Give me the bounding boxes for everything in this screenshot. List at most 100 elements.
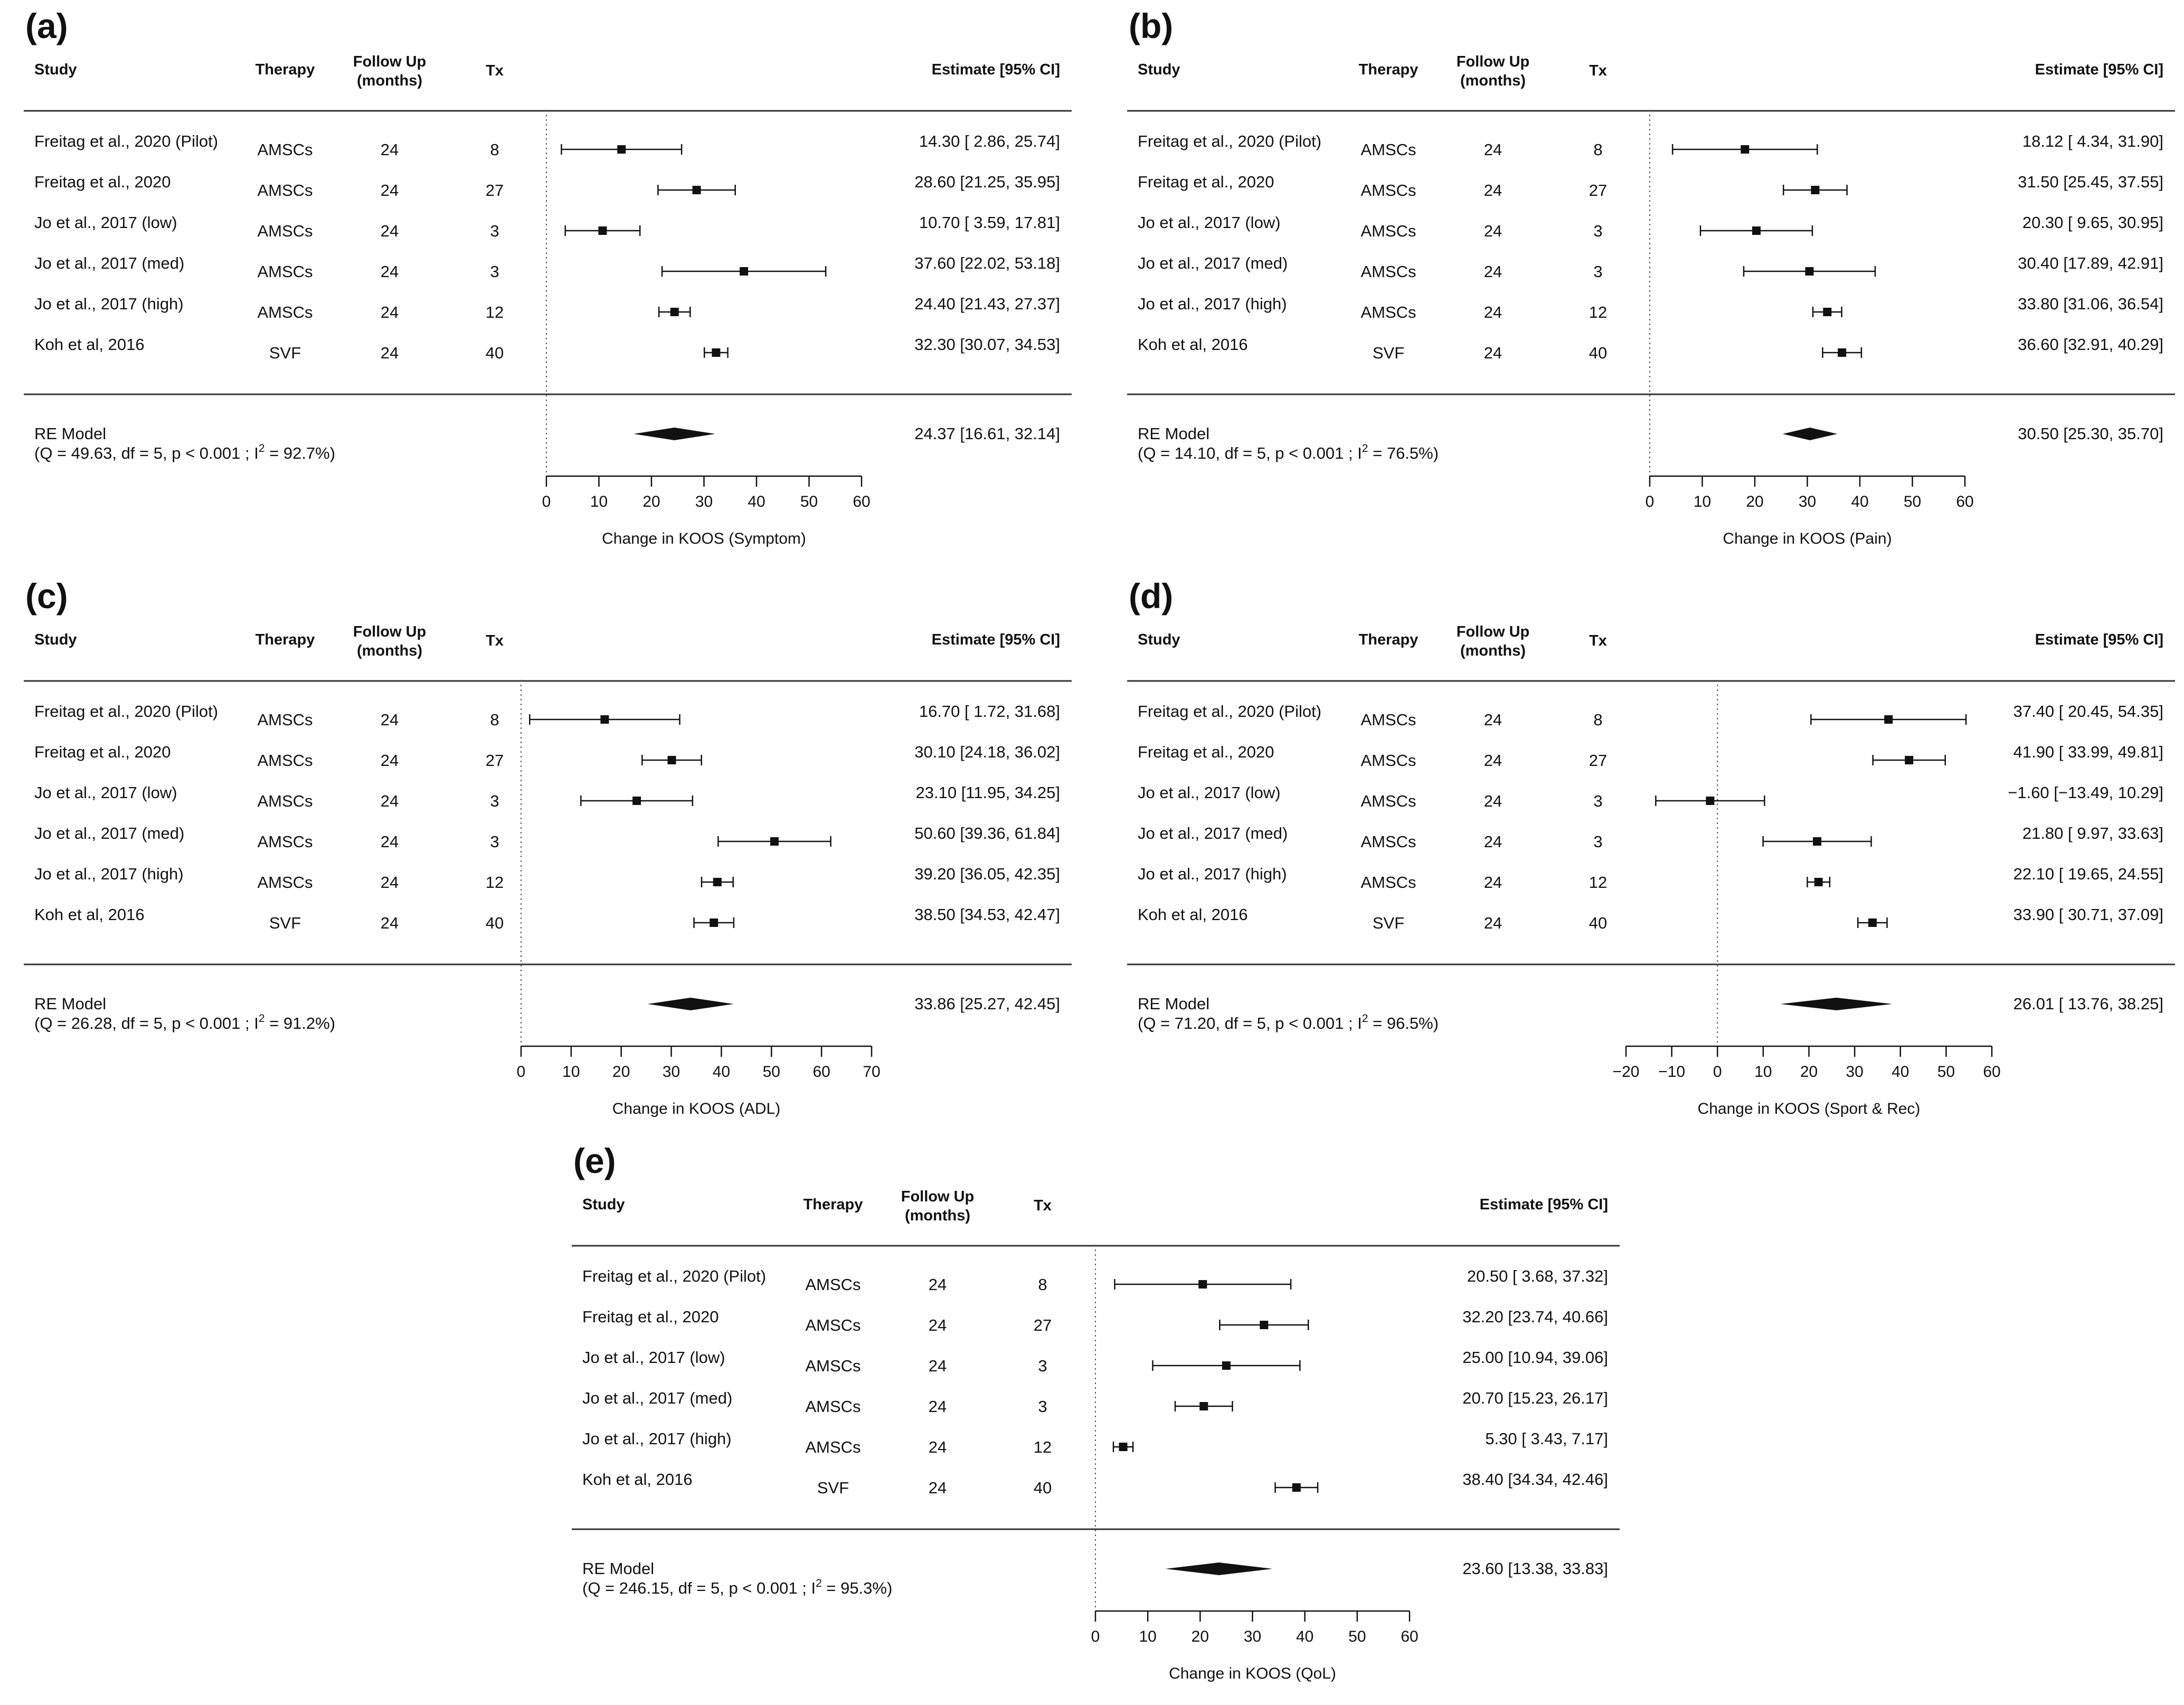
model-row: RE Model(Q = 26.28, df = 5, p < 0.001 ; … — [34, 994, 1060, 1033]
study-therapy: AMSCs — [257, 222, 313, 240]
study-tx: 3 — [490, 262, 499, 281]
study-therapy: AMSCs — [1360, 751, 1416, 770]
study-row: Jo et al., 2017 (low) AMSCs 24 3 20.30 [ 9.6… — [1138, 213, 2163, 240]
study-tx: 27 — [1589, 751, 1607, 770]
study-estimate: 38.40 [34.34, 42.46] — [1462, 1470, 1608, 1489]
study-tx: 3 — [1593, 222, 1602, 240]
study-follow-up: 24 — [1484, 914, 1502, 932]
header-study: Study — [1138, 61, 1180, 78]
x-axis-title: Change in KOOS (QoL) — [1169, 1665, 1336, 1682]
study-follow-up: 24 — [1484, 140, 1502, 159]
point-estimate — [1222, 1361, 1231, 1370]
x-axis: 0 10 20 30 40 50 60 Change in KOOS (Symptom) — [542, 475, 871, 547]
model-heterogeneity: (Q = 246.15, df = 5, p < 0.001 ; I2 = 95… — [582, 1577, 892, 1597]
study-therapy: AMSCs — [1360, 873, 1416, 892]
study-follow-up: 24 — [929, 1479, 947, 1497]
model-estimate: 33.86 [25.27, 42.45] — [914, 994, 1060, 1013]
study-name: Koh et al, 2016 — [34, 905, 145, 924]
study-follow-up: 24 — [1484, 181, 1502, 200]
panel-label: (b) — [1129, 6, 1173, 45]
summary-diamond — [647, 998, 734, 1010]
header-estimate: Estimate [95% CI] — [2035, 631, 2163, 648]
point-estimate — [1119, 1443, 1128, 1451]
study-tx: 27 — [1034, 1316, 1052, 1334]
study-row: Koh et al, 2016 SVF 24 40 38.50 [34.53, 42.4… — [34, 905, 1060, 932]
x-tick-label: 60 — [1956, 493, 1973, 510]
point-estimate — [1260, 1321, 1269, 1329]
study-follow-up: 24 — [381, 711, 399, 729]
study-estimate: 37.40 [ 20.45, 54.35] — [2013, 702, 2163, 721]
forest-panel-d: (d) Study Therapy Follow Up (months) Tx Estima… — [1127, 576, 2175, 1117]
x-tick-label: 50 — [1904, 493, 1921, 510]
study-follow-up: 24 — [381, 303, 399, 321]
x-tick-label: 10 — [1754, 1063, 1772, 1081]
study-therapy: SVF — [269, 914, 301, 932]
header-therapy: Therapy — [1359, 631, 1419, 648]
study-follow-up: 24 — [1484, 303, 1502, 321]
x-tick-label: 0 — [1091, 1628, 1100, 1645]
model-name: RE Model — [1138, 424, 1209, 443]
study-estimate: 25.00 [10.94, 39.06] — [1462, 1348, 1608, 1367]
study-estimate: 21.80 [ 9.97, 33.63] — [2022, 824, 2163, 842]
study-tx: 12 — [1034, 1438, 1052, 1456]
study-row: Jo et al., 2017 (high) AMSCs 24 12 24.40 [21… — [34, 295, 1060, 321]
forest-panel-a: (a) Study Therapy Follow Up (months) Tx Estima… — [24, 6, 1072, 547]
x-axis: 0 10 20 30 40 50 60 Change in KOOS (Pain) — [1646, 475, 1974, 547]
x-tick-label: 60 — [1983, 1063, 2000, 1081]
study-tx: 27 — [486, 751, 504, 770]
forest-panel-e: (e) Study Therapy Follow Up (months) Tx Estima… — [572, 1141, 1620, 1682]
point-estimate — [1741, 145, 1750, 154]
header-follow-up: Follow Up — [353, 623, 427, 640]
model-heterogeneity: (Q = 71.20, df = 5, p < 0.001 ; I2 = 96.… — [1138, 1012, 1439, 1033]
point-estimate — [1838, 348, 1847, 357]
study-follow-up: 24 — [929, 1357, 947, 1375]
header-study: Study — [1138, 631, 1180, 648]
study-follow-up: 24 — [381, 222, 399, 240]
study-tx: 3 — [1038, 1397, 1047, 1416]
header-study: Study — [34, 631, 77, 648]
panel-label: (a) — [25, 6, 68, 45]
point-estimate — [1198, 1280, 1207, 1289]
study-estimate: −1.60 [−13.49, 10.29] — [2008, 783, 2163, 802]
x-tick-label: 50 — [1937, 1063, 1955, 1081]
study-tx: 40 — [1589, 914, 1607, 932]
point-estimate — [667, 756, 676, 764]
point-estimate — [1706, 797, 1715, 805]
study-therapy: AMSCs — [257, 832, 313, 851]
study-therapy: AMSCs — [257, 751, 313, 770]
x-tick-label: 0 — [1646, 493, 1654, 510]
study-therapy: AMSCs — [805, 1275, 861, 1294]
study-tx: 8 — [1593, 711, 1602, 729]
header-therapy: Therapy — [256, 61, 315, 78]
study-follow-up: 24 — [929, 1397, 947, 1416]
header-tx: Tx — [1034, 1197, 1052, 1214]
study-tx: 3 — [1593, 792, 1602, 810]
summary-diamond — [1165, 1562, 1273, 1575]
study-name: Koh et al, 2016 — [1138, 905, 1248, 924]
study-follow-up: 24 — [381, 181, 399, 200]
x-tick-label: 30 — [1244, 1628, 1261, 1645]
study-row: Koh et al, 2016 SVF 24 40 36.60 [32.91, 40.2… — [1138, 335, 2163, 362]
study-estimate: 36.60 [32.91, 40.29] — [2018, 335, 2163, 354]
study-row: Jo et al., 2017 (low) AMSCs 24 3 −1.60 [−13.… — [1138, 783, 2163, 810]
study-therapy: SVF — [1373, 344, 1404, 362]
point-estimate — [1905, 756, 1914, 764]
header-therapy: Therapy — [1359, 61, 1419, 78]
study-name: Jo et al., 2017 (low) — [1138, 783, 1281, 802]
study-follow-up: 24 — [381, 832, 399, 851]
study-tx: 40 — [1034, 1479, 1052, 1497]
study-row: Freitag et al., 2020 AMSCs 24 27 41.90 [ 33.… — [1138, 743, 2163, 770]
study-estimate: 32.20 [23.74, 40.66] — [1462, 1308, 1608, 1326]
x-tick-label: 40 — [1892, 1063, 1909, 1081]
study-therapy: AMSCs — [1360, 792, 1416, 810]
study-row: Jo et al., 2017 (low) AMSCs 24 3 10.70 [ 3.5… — [34, 213, 1060, 240]
study-name: Koh et al, 2016 — [1138, 335, 1248, 354]
study-estimate: 39.20 [36.05, 42.35] — [914, 865, 1060, 883]
header-estimate: Estimate [95% CI] — [932, 631, 1060, 648]
study-follow-up: 24 — [1484, 832, 1502, 851]
header-tx: Tx — [486, 632, 504, 649]
header-tx: Tx — [486, 62, 504, 79]
study-tx: 8 — [490, 140, 499, 159]
study-estimate: 20.30 [ 9.65, 30.95] — [2022, 213, 2163, 232]
study-therapy: AMSCs — [257, 303, 313, 321]
